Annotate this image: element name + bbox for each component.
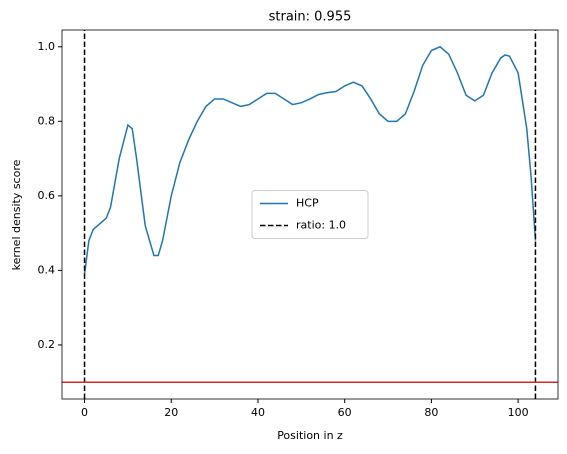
x-tick-label: 20	[164, 406, 178, 419]
x-tick-label: 60	[338, 406, 352, 419]
y-tick-label: 0.4	[38, 263, 56, 276]
y-axis-label: kernel density score	[10, 159, 23, 270]
y-tick-label: 1.0	[38, 40, 56, 53]
x-tick-label: 0	[81, 406, 88, 419]
legend-label: ratio: 1.0	[296, 219, 346, 232]
y-tick-label: 0.2	[38, 338, 56, 351]
x-tick-label: 80	[424, 406, 438, 419]
chart-title: strain: 0.955	[269, 10, 352, 25]
y-tick-label: 0.6	[38, 189, 56, 202]
legend-box	[251, 190, 369, 239]
x-tick-label: 100	[508, 406, 529, 419]
data-line	[83, 45, 537, 275]
legend-label: HCP	[296, 197, 319, 210]
x-tick-label: 40	[251, 406, 265, 419]
x-axis-label: Position in z	[277, 429, 343, 442]
y-tick-label: 0.8	[38, 114, 56, 127]
axes-frame	[61, 29, 559, 400]
